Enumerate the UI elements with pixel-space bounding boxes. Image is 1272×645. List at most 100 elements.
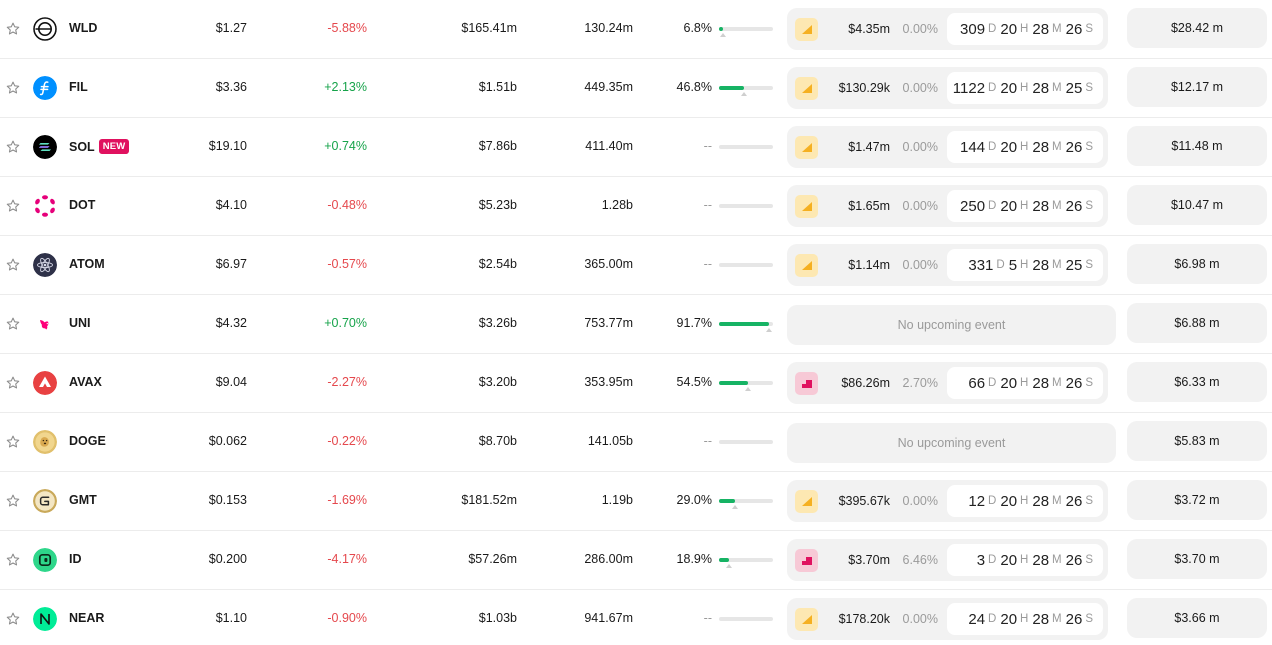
total-value-cell[interactable]: $5.83 m [1127,421,1267,461]
token-symbol[interactable]: UNI [69,316,91,330]
token-symbol[interactable]: WLD [69,21,98,35]
unlock-event-card[interactable]: $3.70m 6.46% 3 D 20 H 28 M 26 S [787,539,1108,581]
table-row-gmt[interactable]: GMT $0.153 -1.69% $181.52m 1.19b 29.0% $… [0,472,1272,531]
total-value-cell[interactable]: $6.33 m [1127,362,1267,402]
price-cell: $1.27 [215,21,247,35]
change-cell: -0.22% [327,434,367,448]
table-row-doge[interactable]: DOGE $0.062 -0.22% $8.70b 141.05b -- No … [0,413,1272,472]
days-unit: D [988,377,997,389]
total-value-cell[interactable]: $10.47 m [1127,185,1267,225]
progress-fill [719,27,723,31]
unlock-event-card[interactable]: $1.14m 0.00% 331 D 5 H 28 M 25 S [787,244,1108,286]
volume-cell: 141.05b [587,434,633,448]
countdown-hours: 20 [1000,197,1018,215]
unlock-percent: 0.00% [902,612,938,626]
unlock-event-card[interactable]: $395.67k 0.00% 12 D 20 H 28 M 26 S [787,480,1108,522]
token-symbol[interactable]: ATOM [69,257,105,271]
star-icon[interactable] [5,375,21,391]
token-symbol[interactable]: AVAX [69,375,102,389]
market-cap-cell: $5.23b [478,198,517,212]
countdown-seconds: 25 [1065,256,1083,274]
progress-fill [719,558,729,562]
token-symbol[interactable]: NEAR [69,611,105,625]
market-cap-cell: $57.26m [468,552,517,566]
progress-fill [719,86,744,90]
progress-marker-icon [745,387,751,391]
total-value-cell[interactable]: $6.98 m [1127,244,1267,284]
token-symbol[interactable]: SOL [69,139,95,154]
unlock-event-card[interactable]: $4.35m 0.00% 309 D 20 H 28 M 26 S [787,8,1108,50]
unlock-event-card[interactable]: $86.26m 2.70% 66 D 20 H 28 M 26 S [787,362,1108,404]
token-symbol[interactable]: DOT [69,198,96,212]
price-cell: $3.36 [215,80,247,94]
table-row-id[interactable]: ID $0.200 -4.17% $57.26m 286.00m 18.9% $… [0,531,1272,590]
table-row-fil[interactable]: FIL $3.36 +2.13% $1.51b 449.35m 46.8% $1… [0,59,1272,118]
countdown-timer: 331 D 5 H 28 M 25 S [947,249,1103,281]
total-value-cell[interactable]: $3.66 m [1127,598,1267,638]
countdown-days: 24 [968,610,986,628]
star-icon[interactable] [5,611,21,627]
token-symbol[interactable]: FIL [69,80,88,94]
total-value-cell[interactable]: $3.70 m [1127,539,1267,579]
circulating-pct-cell: 18.9% [676,552,712,566]
unlock-amount: $130.29k [838,81,890,95]
price-cell: $1.10 [215,611,247,625]
countdown-timer: 309 D 20 H 28 M 26 S [947,13,1103,45]
star-icon[interactable] [5,139,21,155]
total-value-cell[interactable]: $12.17 m [1127,67,1267,107]
star-icon[interactable] [5,316,21,332]
star-icon[interactable] [5,434,21,450]
circulating-pct-cell: -- [703,139,712,153]
table-row-atom[interactable]: ATOM $6.97 -0.57% $2.54b 365.00m -- $1.1… [0,236,1272,295]
circulating-progress-bar [719,617,773,621]
volume-cell: 753.77m [584,316,633,330]
unlock-event-card[interactable]: $1.47m 0.00% 144 D 20 H 28 M 26 S [787,126,1108,168]
linear-unlock-icon [795,548,818,572]
unlock-event-card[interactable]: $178.20k 0.00% 24 D 20 H 28 M 26 S [787,598,1108,640]
star-icon[interactable] [5,21,21,37]
countdown-hours: 20 [1000,374,1018,392]
hours-unit: H [1020,377,1029,389]
countdown-minutes: 28 [1032,256,1050,274]
minutes-unit: M [1052,23,1062,35]
token-symbol[interactable]: ID [69,552,82,566]
table-row-sol[interactable]: SOL NEW $19.10 +0.74% $7.86b 411.40m -- … [0,118,1272,177]
seconds-unit: S [1085,200,1093,212]
countdown-days: 250 [960,197,986,215]
token-symbol[interactable]: GMT [69,493,97,507]
star-icon[interactable] [5,552,21,568]
token-symbol[interactable]: DOGE [69,434,106,448]
unlock-amount: $395.67k [838,494,890,508]
price-cell: $4.10 [215,198,247,212]
total-value-cell[interactable]: $28.42 m [1127,8,1267,48]
total-value-cell[interactable]: $6.88 m [1127,303,1267,343]
table-row-uni[interactable]: UNI $4.32 +0.70% $3.26b 753.77m 91.7% No… [0,295,1272,354]
seconds-unit: S [1085,554,1093,566]
countdown-seconds: 26 [1065,197,1083,215]
table-row-avax[interactable]: AVAX $9.04 -2.27% $3.20b 353.95m 54.5% $… [0,354,1272,413]
change-cell: -5.88% [327,21,367,35]
market-cap-cell: $2.54b [478,257,517,271]
market-cap-cell: $1.51b [478,80,517,94]
change-cell: +2.13% [324,80,367,94]
star-icon[interactable] [5,80,21,96]
hours-unit: H [1020,613,1029,625]
days-unit: D [988,495,997,507]
countdown-minutes: 28 [1032,610,1050,628]
unlock-icon [795,253,818,277]
star-icon[interactable] [5,257,21,273]
volume-cell: 1.19b [601,493,633,507]
unlock-percent: 0.00% [902,258,938,272]
table-row-dot[interactable]: DOT $4.10 -0.48% $5.23b 1.28b -- $1.65m 0… [0,177,1272,236]
table-row-wld[interactable]: WLD $1.27 -5.88% $165.41m 130.24m 6.8% $… [0,0,1272,59]
total-value-cell[interactable]: $11.48 m [1127,126,1267,166]
unlock-event-card[interactable]: $1.65m 0.00% 250 D 20 H 28 M 26 S [787,185,1108,227]
table-row-near[interactable]: NEAR $1.10 -0.90% $1.03b 941.67m -- $178… [0,590,1272,645]
star-icon[interactable] [5,493,21,509]
change-cell: +0.70% [324,316,367,330]
total-value-cell[interactable]: $3.72 m [1127,480,1267,520]
price-cell: $0.062 [208,434,247,448]
circulating-progress-bar [719,322,773,332]
unlock-event-card[interactable]: $130.29k 0.00% 1122 D 20 H 28 M 25 S [787,67,1108,109]
star-icon[interactable] [5,198,21,214]
